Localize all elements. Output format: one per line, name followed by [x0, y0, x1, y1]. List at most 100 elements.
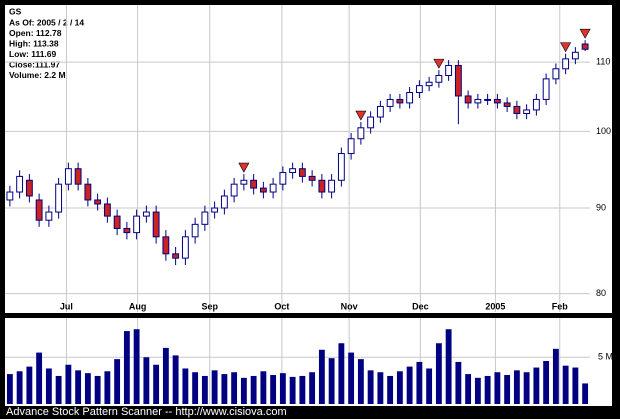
- volume-bar: [104, 371, 111, 404]
- y-tick-label: 90: [596, 202, 606, 212]
- candle-body: [45, 211, 53, 221]
- volume-bar: [484, 375, 491, 404]
- symbol: GS: [9, 6, 22, 16]
- candle-body: [367, 116, 375, 129]
- candle-body: [16, 175, 24, 193]
- candle-body: [84, 183, 92, 201]
- candle-body: [113, 215, 121, 229]
- volume-bar: [55, 375, 62, 404]
- candle-body: [337, 153, 345, 181]
- x-tick-label: Jul: [60, 301, 73, 311]
- volume-bar: [309, 372, 316, 404]
- y-tick-label: 100: [596, 126, 611, 136]
- volume-bar: [348, 352, 355, 404]
- candle-body: [25, 179, 33, 197]
- volume-bar: [435, 343, 442, 404]
- volume-bar: [6, 374, 13, 404]
- signal-marker: [238, 162, 250, 173]
- candle-body: [298, 168, 306, 177]
- signal-marker: [355, 110, 367, 121]
- candle-body: [328, 179, 336, 193]
- volume-bar: [231, 372, 238, 404]
- candle-body: [230, 183, 238, 197]
- volume-bar: [396, 371, 403, 404]
- volume-bar: [260, 371, 267, 404]
- volume-bar: [289, 376, 296, 404]
- volume-bar: [26, 366, 33, 404]
- candle-body: [94, 199, 102, 205]
- candle-body: [191, 223, 199, 238]
- y-tick-label: 80: [596, 288, 606, 298]
- candle-body: [123, 227, 131, 234]
- volume-bar: [16, 371, 23, 404]
- candle-body: [279, 172, 287, 185]
- volume-bar: [562, 365, 569, 404]
- x-tick-label: Oct: [274, 301, 289, 311]
- candle-body: [172, 253, 180, 259]
- volume-bar: [75, 370, 82, 404]
- candle-body: [250, 179, 258, 189]
- volume-bar: [201, 375, 208, 404]
- candle-body: [562, 58, 570, 70]
- signal-marker: [433, 58, 445, 69]
- candle-body: [152, 211, 160, 238]
- info-line: Low: 111.69: [9, 49, 57, 59]
- candle-body: [386, 98, 394, 107]
- candle-body: [259, 187, 267, 193]
- candle-body: [552, 68, 560, 80]
- x-tick-label: Aug: [129, 301, 147, 311]
- x-tick-label: Sep: [201, 301, 218, 311]
- candle-body: [201, 211, 209, 225]
- candle-body: [318, 179, 326, 193]
- volume-bar: [543, 361, 550, 404]
- volume-bar: [250, 375, 257, 404]
- candle-body: [503, 102, 511, 107]
- volume-bar: [84, 373, 91, 404]
- volume-bar: [45, 368, 52, 404]
- candle-body: [162, 236, 170, 255]
- info-line: High: 113.38: [9, 38, 59, 48]
- volume-bar: [338, 343, 345, 404]
- volume-bar: [377, 372, 384, 404]
- volume-bar: [533, 367, 540, 404]
- volume-bar: [474, 377, 481, 404]
- volume-bar: [153, 364, 160, 404]
- signal-marker: [579, 28, 591, 39]
- volume-bar: [572, 367, 579, 404]
- signal-marker: [560, 42, 572, 53]
- volume-bar: [162, 347, 169, 404]
- volume-bar: [94, 375, 101, 404]
- volume-bar: [133, 329, 140, 404]
- volume-bar: [582, 383, 589, 404]
- volume-bar: [114, 359, 121, 404]
- volume-bar: [367, 370, 374, 404]
- volume-bar: [513, 370, 520, 404]
- candle-body: [347, 138, 355, 155]
- volume-bar: [523, 372, 530, 404]
- candle-body: [211, 207, 219, 213]
- info-line: Volume: 2.2 M: [9, 70, 66, 80]
- candle-body: [406, 92, 414, 104]
- volume-bar: [192, 372, 199, 404]
- volume-bar: [36, 352, 43, 404]
- candle-body: [289, 168, 297, 174]
- candle-body: [425, 81, 433, 87]
- volume-bar: [445, 329, 452, 404]
- volume-bar: [465, 374, 472, 404]
- volume-bar: [552, 348, 559, 404]
- candle-body: [103, 203, 111, 217]
- volume-bar: [357, 359, 364, 404]
- volume-bar: [123, 331, 130, 404]
- volume-bar: [221, 374, 228, 404]
- candle-body: [181, 236, 189, 259]
- candle-body: [376, 105, 384, 118]
- candle-body: [6, 191, 14, 201]
- candle-body: [445, 64, 453, 76]
- candle-body: [220, 195, 228, 209]
- volume-bar: [426, 368, 433, 404]
- candle-body: [523, 109, 531, 114]
- y-tick-label: 5 M: [598, 352, 613, 362]
- candle-body: [513, 105, 521, 114]
- info-line: As Of: 2005 / 2 / 14: [9, 17, 84, 27]
